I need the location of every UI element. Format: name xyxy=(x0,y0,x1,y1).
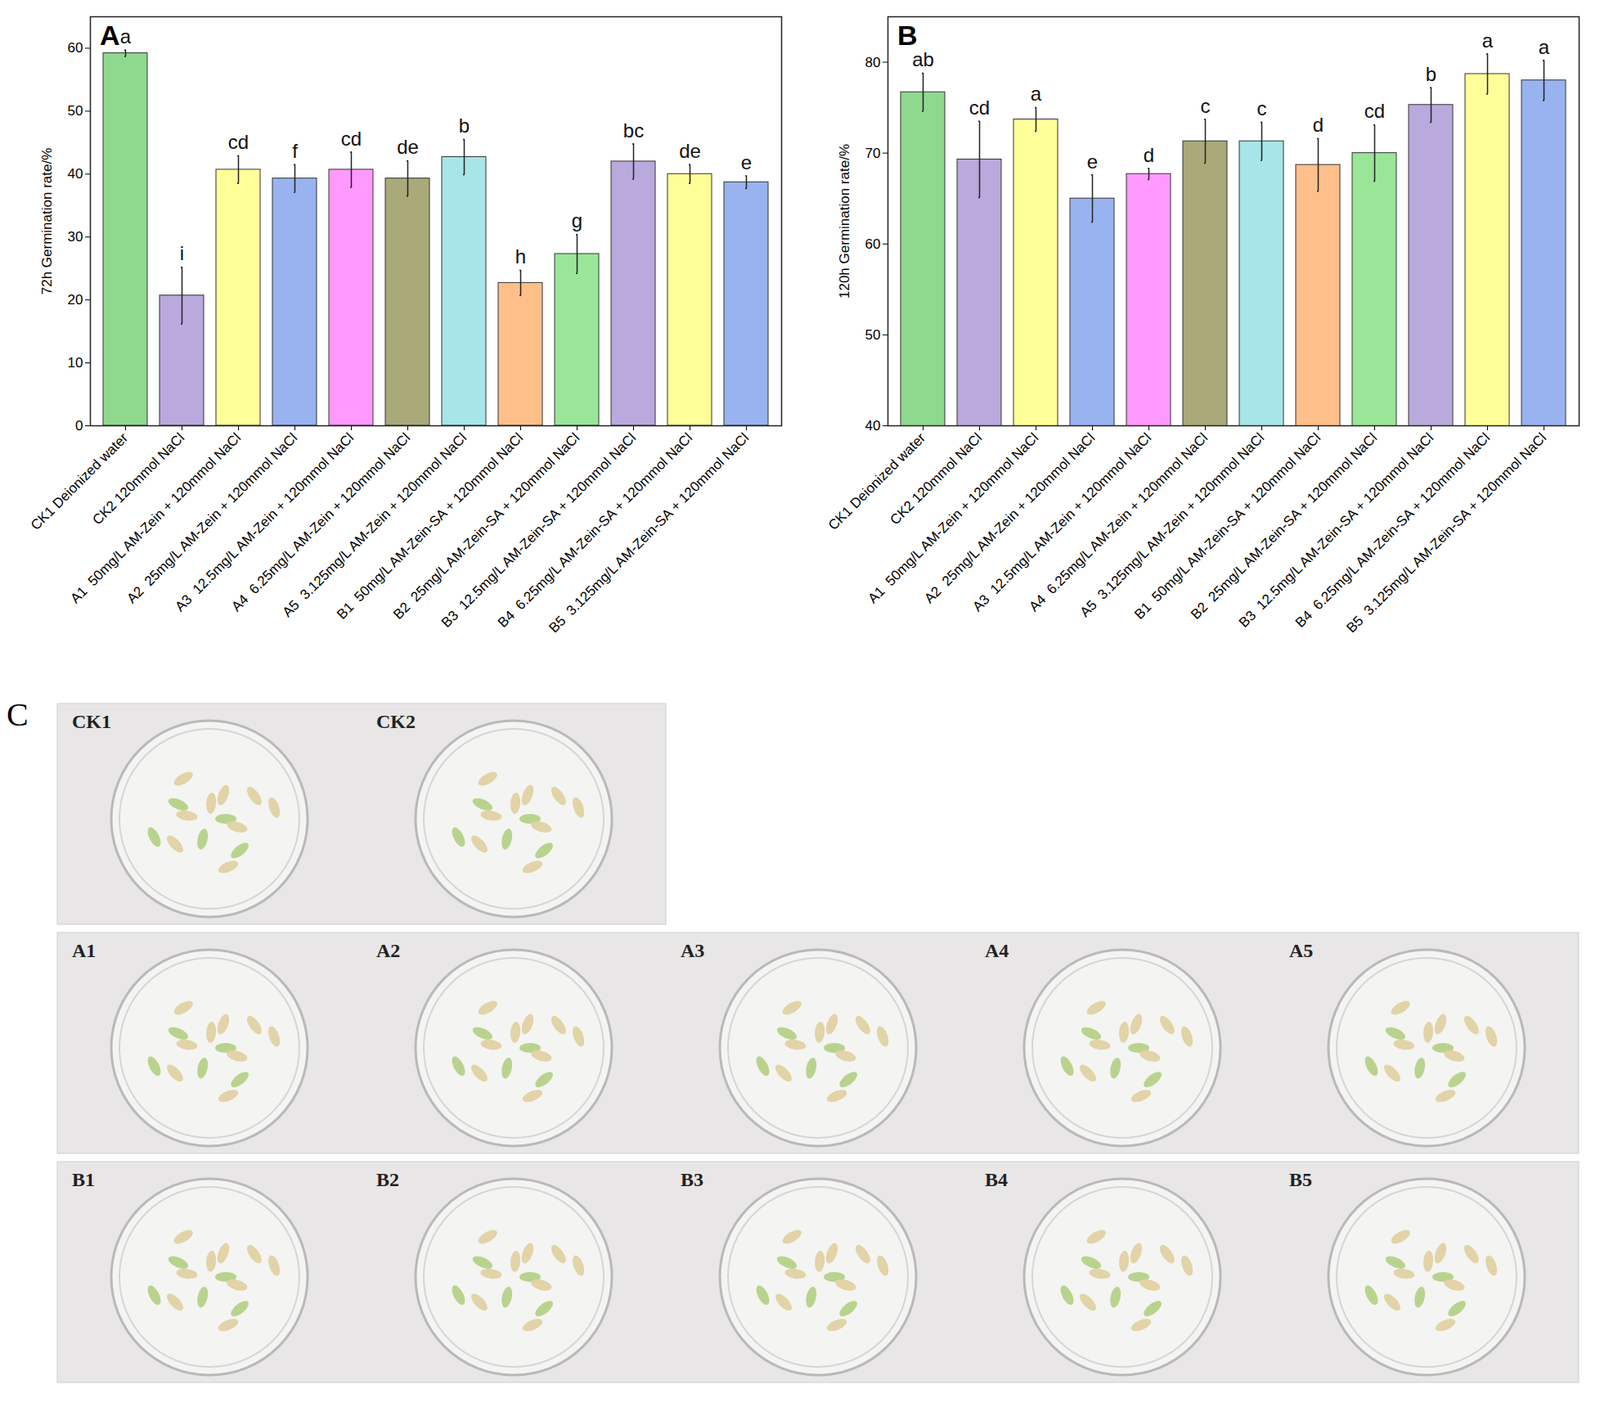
svg-text:80: 80 xyxy=(865,53,881,70)
svg-text:CK1 Deionized water: CK1 Deionized water xyxy=(27,429,132,534)
svg-text:cd: cd xyxy=(341,127,362,150)
svg-text:a: a xyxy=(1030,82,1043,105)
svg-text:a: a xyxy=(1482,29,1494,52)
svg-text:40: 40 xyxy=(67,166,84,182)
svg-text:B3 12.5mg/L AM-Zein-SA + 120m: B3 12.5mg/L AM-Zein-SA + 120mmol NaCl xyxy=(1235,430,1437,631)
svg-text:B5 3.125mg/L AM-Zein-SA + 120: B5 3.125mg/L AM-Zein-SA + 120mmol NaCl xyxy=(545,430,752,637)
svg-text:CK2 120mmol NaCl: CK2 120mmol NaCl xyxy=(89,430,189,529)
svg-text:30: 30 xyxy=(67,229,84,245)
svg-text:60: 60 xyxy=(865,236,881,252)
svg-text:A3 12.5mg/L AM-Zein + 120mmol: A3 12.5mg/L AM-Zein + 120mmol NaCl xyxy=(172,429,357,615)
svg-text:A5: A5 xyxy=(1289,939,1313,962)
svg-text:B5: B5 xyxy=(1289,1168,1313,1191)
svg-text:20: 20 xyxy=(67,292,84,308)
svg-text:B4 6.25mg/L AM-Zein-SA + 120m: B4 6.25mg/L AM-Zein-SA + 120mmol NaCl xyxy=(494,430,696,631)
svg-text:c: c xyxy=(1257,97,1268,120)
svg-text:B2 25mg/L AM-Zein-SA + 120mmol: B2 25mg/L AM-Zein-SA + 120mmol NaCl xyxy=(390,429,583,623)
svg-text:A5 3.125mg/L AM-Zein + 120mmol: A5 3.125mg/L AM-Zein + 120mmol NaCl xyxy=(279,429,470,621)
svg-text:72h Germination rate/%: 72h Germination rate/% xyxy=(39,148,55,296)
svg-text:A5 3.125mg/L AM-Zein + 120mmol: A5 3.125mg/L AM-Zein + 120mmol NaCl xyxy=(1077,429,1268,621)
svg-text:50: 50 xyxy=(67,103,84,119)
svg-text:A3 12.5mg/L AM-Zein + 120mmol: A3 12.5mg/L AM-Zein + 120mmol NaCl xyxy=(969,429,1155,615)
svg-text:d: d xyxy=(1143,143,1155,167)
svg-text:cd: cd xyxy=(228,130,249,153)
svg-text:B2 25mg/L AM-Zein-SA + 120mmol: B2 25mg/L AM-Zein-SA + 120mmol NaCl xyxy=(1187,429,1381,623)
svg-text:de: de xyxy=(396,135,419,158)
svg-text:B5 3.125mg/L AM-Zein-SA + 120: B5 3.125mg/L AM-Zein-SA + 120mmol NaCl xyxy=(1343,430,1550,637)
svg-text:50: 50 xyxy=(865,327,881,343)
svg-text:A4 6.25mg/L AM-Zein + 120mmol: A4 6.25mg/L AM-Zein + 120mmol NaCl xyxy=(1026,429,1211,615)
svg-text:h: h xyxy=(515,245,526,268)
html-text:C: C xyxy=(6,696,29,733)
html-text:A: A xyxy=(99,19,120,51)
svg-text:bc: bc xyxy=(623,119,644,142)
svg-text:B4: B4 xyxy=(984,1168,1008,1191)
svg-text:B4 6.25mg/L AM-Zein-SA + 120m: B4 6.25mg/L AM-Zein-SA + 120mmol NaCl xyxy=(1292,430,1493,631)
svg-text:B1 50mg/L AM-Zein-SA + 120mmol: B1 50mg/L AM-Zein-SA + 120mmol NaCl xyxy=(1131,429,1324,623)
svg-text:ab: ab xyxy=(912,48,935,71)
svg-text:0: 0 xyxy=(75,417,83,434)
svg-text:de: de xyxy=(678,139,702,162)
svg-text:A4 6.25mg/L AM-Zein + 120mmol: A4 6.25mg/L AM-Zein + 120mmol NaCl xyxy=(228,429,414,615)
svg-text:c: c xyxy=(1200,94,1211,117)
svg-text:f: f xyxy=(292,139,298,162)
svg-text:A1 50mg/L AM-Zein + 120mmol Na: A1 50mg/L AM-Zein + 120mmol NaCl xyxy=(864,429,1042,607)
svg-text:B3: B3 xyxy=(680,1168,704,1191)
svg-text:b: b xyxy=(458,114,470,137)
svg-text:CK2 120mmol NaCl: CK2 120mmol NaCl xyxy=(887,430,986,529)
svg-text:a: a xyxy=(1538,35,1551,59)
svg-text:B1: B1 xyxy=(71,1168,95,1191)
svg-text:A1 50mg/L AM-Zein + 120mmol Na: A1 50mg/L AM-Zein + 120mmol NaCl xyxy=(67,429,244,607)
svg-text:CK1: CK1 xyxy=(71,710,112,733)
svg-text:cd: cd xyxy=(1364,99,1385,122)
svg-text:A4: A4 xyxy=(984,939,1009,962)
svg-text:B3 12.5mg/L AM-Zein-SA + 120m: B3 12.5mg/L AM-Zein-SA + 120mmol NaCl xyxy=(438,430,639,631)
svg-text:e: e xyxy=(1087,150,1098,173)
svg-text:cd: cd xyxy=(969,96,990,119)
svg-text:A1: A1 xyxy=(71,939,96,962)
svg-text:i: i xyxy=(179,242,185,265)
svg-text:d: d xyxy=(1312,113,1324,136)
svg-text:B1 50mg/L AM-Zein-SA + 120mmol: B1 50mg/L AM-Zein-SA + 120mmol NaCl xyxy=(333,429,527,623)
svg-text:A2: A2 xyxy=(376,939,400,962)
svg-text:70: 70 xyxy=(865,145,881,162)
svg-text:40: 40 xyxy=(865,417,881,434)
svg-text:b: b xyxy=(1425,62,1437,86)
html-text:B: B xyxy=(897,19,918,51)
svg-text:CK2: CK2 xyxy=(376,710,416,733)
svg-text:10: 10 xyxy=(67,355,84,371)
svg-text:120h Germination rate/%: 120h Germination rate/% xyxy=(836,143,853,299)
svg-text:60: 60 xyxy=(67,40,84,56)
svg-text:a: a xyxy=(120,25,132,48)
svg-text:A2 25mg/L AM-Zein + 120mmol Na: A2 25mg/L AM-Zein + 120mmol NaCl xyxy=(123,429,301,607)
svg-text:CK1 Deionized water: CK1 Deionized water xyxy=(825,429,930,534)
svg-text:B2: B2 xyxy=(376,1168,400,1191)
svg-text:e: e xyxy=(741,151,752,174)
svg-text:A2 25mg/L AM-Zein + 120mmol Na: A2 25mg/L AM-Zein + 120mmol NaCl xyxy=(921,429,1098,607)
svg-text:A3: A3 xyxy=(680,939,705,962)
svg-text:g: g xyxy=(571,209,583,232)
